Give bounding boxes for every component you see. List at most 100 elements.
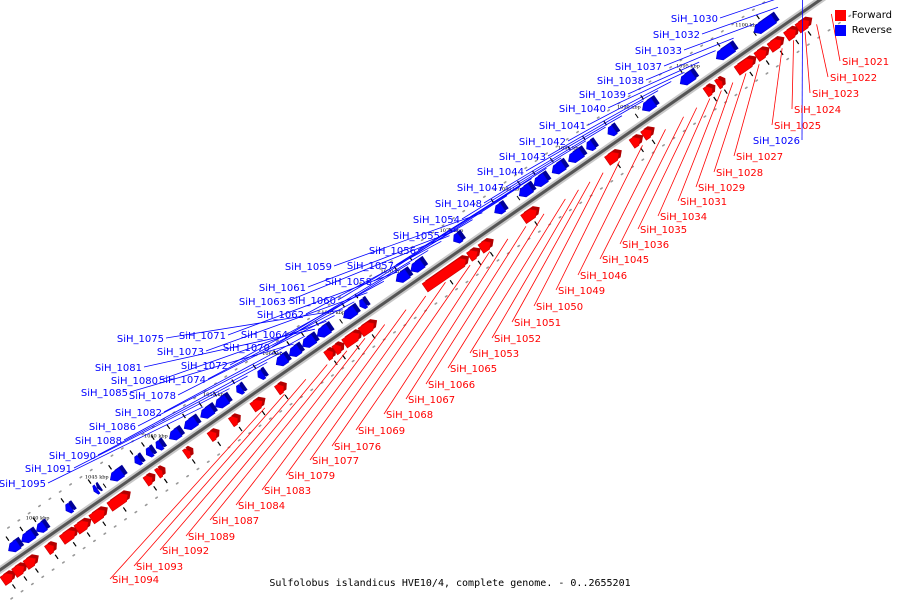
kbp-tick — [102, 483, 107, 489]
gene-label-sih-1068: SiH_1068 — [386, 410, 433, 421]
kbp-tick-label: 1045 kbp — [85, 474, 109, 480]
gene-label-sih-1048: SiH_1048 — [435, 199, 482, 210]
gene-end-mark — [140, 442, 145, 447]
label-leader — [383, 251, 491, 415]
gene-end-mark — [765, 60, 770, 65]
gene-label-sih-1064: SiH_1064 — [241, 330, 288, 341]
gene-end-mark — [723, 89, 728, 95]
gene-end-mark — [238, 426, 243, 432]
gene-label-sih-1058: SiH_1058 — [325, 277, 372, 288]
gene-end-mark — [713, 96, 718, 102]
label-leader — [235, 337, 366, 506]
dot-guides — [0, 0, 855, 600]
reverse-gene-arrow — [533, 172, 549, 188]
reverse-gene-arrow — [236, 384, 246, 395]
gene-label-sih-1040: SiH_1040 — [559, 104, 606, 115]
forward-gene-arrow — [702, 85, 713, 98]
gene-label-sih-1083: SiH_1083 — [264, 486, 311, 497]
forward-gene-arrow — [249, 399, 263, 413]
label-leader — [261, 324, 386, 491]
backbone-line — [0, 0, 823, 572]
gene-end-mark — [150, 435, 155, 441]
label-leader — [159, 320, 327, 381]
forward-gene-arrow — [44, 543, 55, 556]
label-leader — [577, 145, 643, 276]
gene-label-sih-1091: SiH_1091 — [25, 464, 72, 475]
gene-label-sih-1065: SiH_1065 — [450, 364, 497, 375]
label-leader — [771, 48, 783, 126]
reverse-gene-depth — [95, 481, 103, 492]
reverse-gene-arrow — [551, 160, 567, 175]
forward-gene-arrow — [181, 448, 191, 460]
reverse-gene-arrow — [155, 439, 165, 451]
gene-label-sih-1028: SiH_1028 — [716, 168, 763, 179]
gene-label-sih-1070: SiH_1070 — [223, 343, 270, 354]
label-leader — [627, 61, 700, 95]
gene-end-mark — [129, 450, 134, 455]
label-leader — [525, 115, 623, 172]
kbp-tick-label: 1095 kbp — [676, 63, 700, 69]
forward-gene-arrow — [753, 48, 767, 62]
kbp-tick — [516, 195, 521, 201]
forward-gene-arrow — [628, 136, 641, 149]
label-leader — [73, 388, 230, 469]
gene-end-mark — [198, 402, 203, 407]
gene-label-sih-1090: SiH_1090 — [49, 451, 96, 462]
label-leader — [607, 71, 685, 109]
gene-label-sih-1021: SiH_1021 — [842, 57, 889, 68]
forward-swatch — [834, 10, 846, 21]
gene-label-sih-1059: SiH_1059 — [285, 262, 332, 273]
gene-label-sih-1043: SiH_1043 — [499, 152, 546, 163]
gene-end-mark — [102, 521, 107, 527]
gene-label-sih-1071: SiH_1071 — [179, 331, 226, 342]
forward-gene-arrow — [11, 564, 25, 578]
label-leader — [830, 13, 841, 62]
forward-gene-arrow — [331, 343, 342, 356]
label-leader — [713, 73, 747, 173]
reverse-gene-arrow — [134, 454, 144, 466]
forward-gene-arrow — [142, 475, 153, 487]
reverse-gene-arrow — [343, 305, 359, 320]
label-leader — [567, 90, 659, 142]
label-leader — [425, 226, 527, 385]
reverse-swatch — [834, 25, 846, 36]
label-leader — [619, 116, 684, 245]
gene-label-sih-1042: SiH_1042 — [519, 137, 566, 148]
forward-gene-arrow — [477, 240, 492, 254]
label-leader — [483, 140, 587, 204]
label-leader — [695, 82, 734, 188]
gene-label-sih-1032: SiH_1032 — [653, 30, 700, 41]
kbp-tick — [339, 318, 343, 324]
legend-forward: Forward — [834, 8, 892, 23]
gene-label-sih-1046: SiH_1046 — [580, 271, 627, 282]
label-leader — [333, 212, 483, 267]
gene-label-sih-1085: SiH_1085 — [81, 388, 128, 399]
gene-label-sih-1031: SiH_1031 — [680, 197, 727, 208]
label-leader — [205, 292, 368, 352]
gene-label-sih-1066: SiH_1066 — [428, 380, 475, 391]
label-leader — [185, 364, 328, 537]
gene-label-sih-1073: SiH_1073 — [157, 347, 204, 358]
gene-label-sih-1054: SiH_1054 — [413, 215, 460, 226]
reverse-gene-arrow — [169, 427, 183, 441]
gene-label-sih-1022: SiH_1022 — [830, 73, 877, 84]
gene-label-sih-1025: SiH_1025 — [774, 121, 821, 132]
label-leader — [599, 129, 666, 260]
gene-end-mark — [32, 517, 37, 523]
dot-guide — [8, 12, 855, 600]
label-leader — [663, 37, 734, 67]
gene-end-mark — [72, 541, 77, 547]
kbp-tick-label: 1100 kbp — [735, 22, 759, 28]
gene-label-sih-1037: SiH_1037 — [615, 62, 662, 73]
gene-label-sih-1053: SiH_1053 — [472, 349, 519, 360]
gene-end-mark — [163, 478, 168, 484]
gene-label-sih-1035: SiH_1035 — [640, 225, 687, 236]
gene-end-mark — [54, 554, 59, 560]
reverse-gene-arrow — [494, 202, 507, 215]
gene-end-mark — [60, 498, 65, 503]
label-leader — [395, 186, 521, 266]
gene-label-sih-1029: SiH_1029 — [698, 183, 745, 194]
forward-gene-arrow — [421, 257, 467, 293]
gene-end-mark — [333, 360, 338, 366]
legend-reverse-label: Reverse — [851, 25, 892, 36]
